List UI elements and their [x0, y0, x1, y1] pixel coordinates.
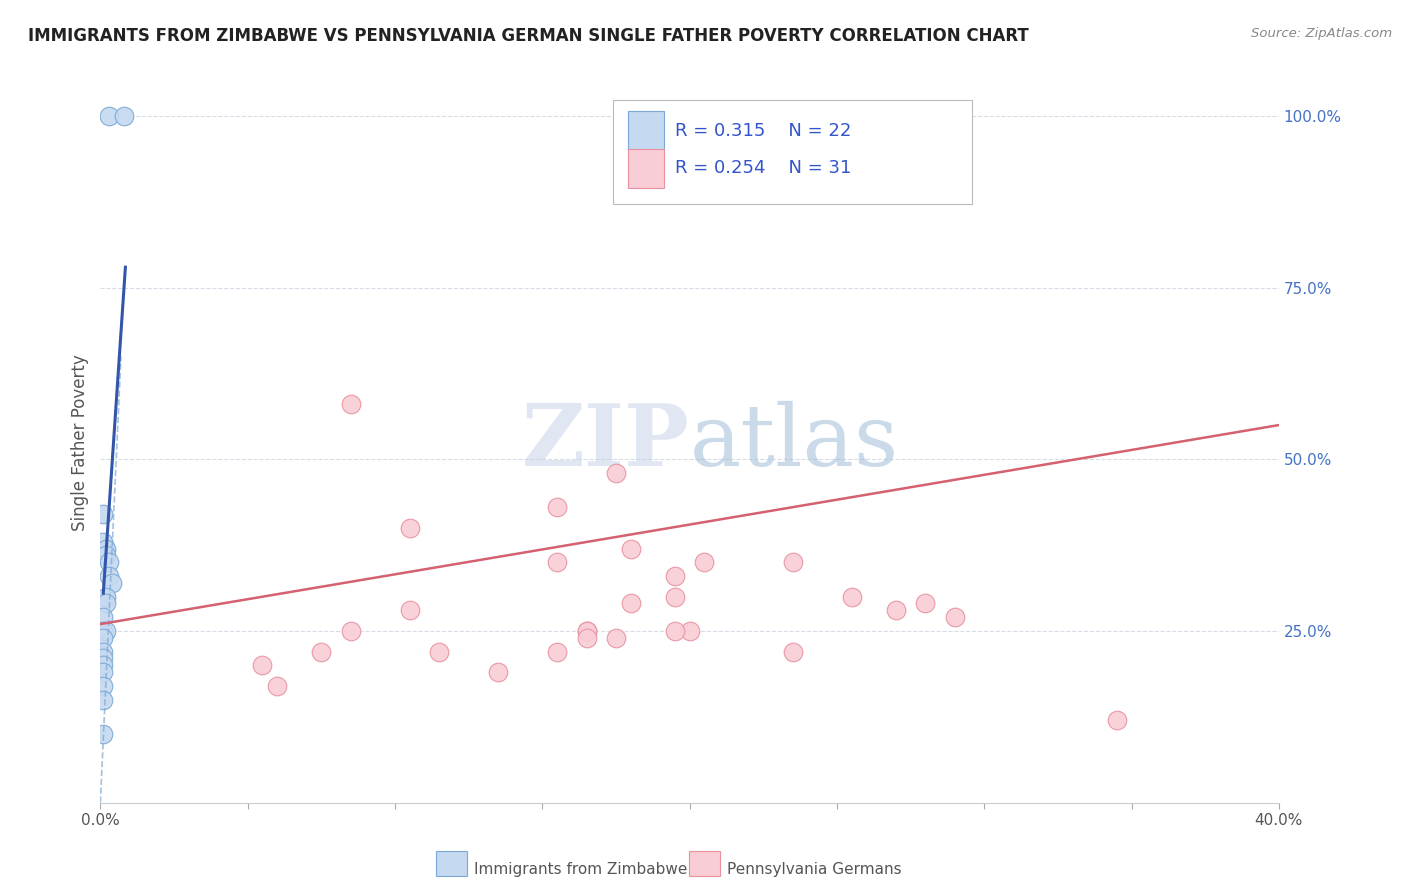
- Point: [427, 644, 450, 658]
- Point: [664, 569, 686, 583]
- Point: [112, 109, 135, 123]
- Point: [884, 603, 907, 617]
- Point: [1105, 713, 1128, 727]
- Point: [841, 590, 863, 604]
- Point: [398, 603, 420, 617]
- Text: IMMIGRANTS FROM ZIMBABWE VS PENNSYLVANIA GERMAN SINGLE FATHER POVERTY CORRELATIO: IMMIGRANTS FROM ZIMBABWE VS PENNSYLVANIA…: [28, 27, 1029, 45]
- Point: [311, 644, 333, 658]
- Point: [620, 541, 643, 556]
- Point: [91, 665, 114, 680]
- Point: [96, 541, 118, 556]
- Point: [96, 549, 118, 563]
- Point: [605, 631, 627, 645]
- Point: [664, 590, 686, 604]
- Point: [91, 534, 114, 549]
- Point: [575, 624, 598, 638]
- Point: [91, 727, 114, 741]
- Point: [664, 624, 686, 638]
- Point: [678, 624, 700, 638]
- Point: [546, 500, 568, 515]
- Point: [340, 397, 363, 411]
- Point: [91, 658, 114, 673]
- Point: [914, 597, 936, 611]
- Text: Pennsylvania Germans: Pennsylvania Germans: [727, 863, 901, 877]
- Point: [340, 624, 363, 638]
- Point: [575, 624, 598, 638]
- Point: [782, 644, 804, 658]
- Point: [91, 631, 114, 645]
- Point: [91, 679, 114, 693]
- Point: [98, 555, 121, 569]
- Point: [96, 624, 118, 638]
- Point: [620, 597, 643, 611]
- Point: [943, 610, 966, 624]
- Text: Immigrants from Zimbabwe: Immigrants from Zimbabwe: [474, 863, 688, 877]
- Point: [782, 555, 804, 569]
- Text: Source: ZipAtlas.com: Source: ZipAtlas.com: [1251, 27, 1392, 40]
- Point: [91, 508, 114, 522]
- Point: [98, 109, 121, 123]
- Point: [693, 555, 716, 569]
- Point: [266, 679, 288, 693]
- Point: [546, 644, 568, 658]
- Point: [96, 597, 118, 611]
- Point: [398, 521, 420, 535]
- Point: [91, 624, 114, 638]
- Point: [91, 651, 114, 665]
- Point: [96, 590, 118, 604]
- Point: [91, 644, 114, 658]
- Point: [101, 575, 124, 590]
- Point: [546, 555, 568, 569]
- Text: ZIP: ZIP: [522, 401, 689, 484]
- Point: [486, 665, 509, 680]
- Point: [575, 631, 598, 645]
- Text: R = 0.315    N = 22: R = 0.315 N = 22: [675, 122, 852, 140]
- FancyBboxPatch shape: [613, 100, 973, 204]
- Text: R = 0.254    N = 31: R = 0.254 N = 31: [675, 160, 852, 178]
- Text: atlas: atlas: [689, 401, 898, 483]
- Point: [91, 692, 114, 706]
- FancyBboxPatch shape: [628, 149, 664, 188]
- FancyBboxPatch shape: [628, 112, 664, 151]
- Point: [91, 610, 114, 624]
- Point: [98, 569, 121, 583]
- Y-axis label: Single Father Poverty: Single Father Poverty: [72, 354, 89, 531]
- Point: [252, 658, 274, 673]
- Point: [605, 466, 627, 480]
